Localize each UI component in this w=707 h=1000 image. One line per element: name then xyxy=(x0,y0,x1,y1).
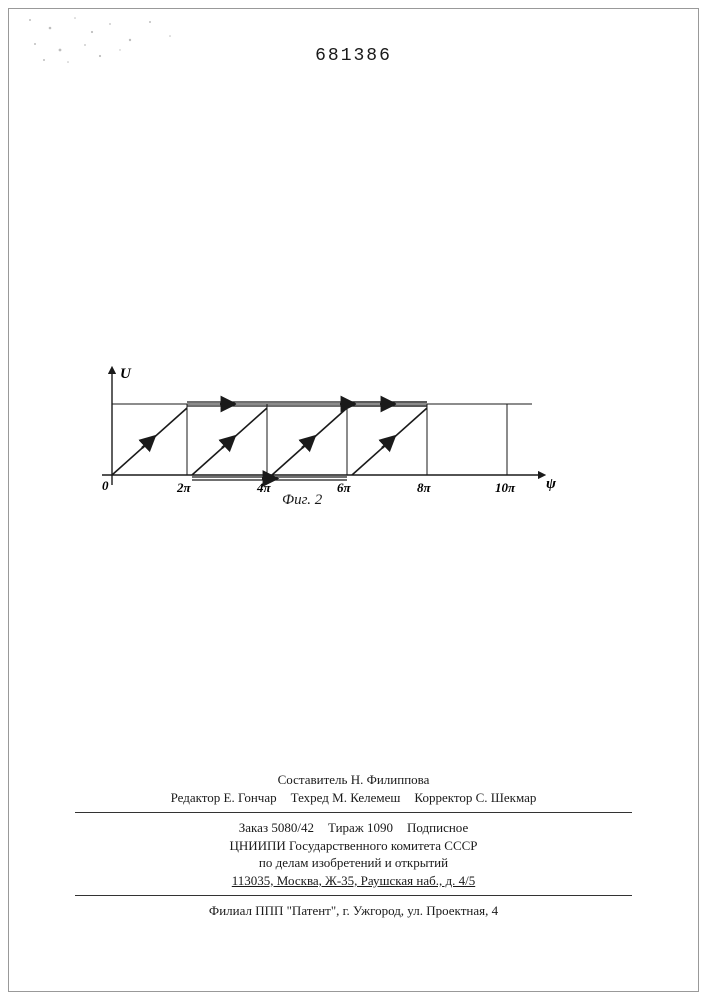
order-row: Заказ 5080/42 Тираж 1090 Подписное xyxy=(75,819,632,837)
imprint-footer: Составитель Н. Филиппова Редактор Е. Гон… xyxy=(75,771,632,920)
compiler-label: Составитель xyxy=(278,772,348,787)
xtick-3: 8π xyxy=(417,480,432,495)
diag-arrows xyxy=(142,437,394,448)
vertical-ticks xyxy=(187,404,507,475)
document-number: 681386 xyxy=(0,46,707,66)
sawtooth xyxy=(112,408,427,475)
order-label: Заказ xyxy=(239,820,268,835)
y-axis-label: U xyxy=(120,366,132,382)
staff-row: Редактор Е. Гончар Техред М. Келемеш Кор… xyxy=(75,789,632,807)
figure-caption: Фиг. 2 xyxy=(282,492,322,509)
address-line: 113035, Москва, Ж-35, Раушская наб., д. … xyxy=(75,872,632,890)
divider-2 xyxy=(75,895,632,896)
signed-label: Подписное xyxy=(407,819,468,837)
xtick-4: 10π xyxy=(495,480,516,495)
corrector-name: С. Шекмар xyxy=(476,790,537,805)
org-line-1: ЦНИИПИ Государственного комитета СССР xyxy=(75,837,632,855)
org-line-2: по делам изобретений и открытий xyxy=(75,854,632,872)
figure-svg: U ψ 0 2π 4π 6π 8π 10π xyxy=(92,360,562,520)
editor-label: Редактор xyxy=(171,790,221,805)
tech-label: Техред xyxy=(291,790,329,805)
x-axis-label: ψ xyxy=(546,476,557,492)
compiler-line: Составитель Н. Филиппова xyxy=(75,771,632,789)
x-ticks: 2π 4π 6π 8π 10π xyxy=(176,480,516,495)
figure-2: U ψ 0 2π 4π 6π 8π 10π Фиг. 2 xyxy=(92,360,562,520)
tirazh-value: 1090 xyxy=(367,820,393,835)
order-value: 5080/42 xyxy=(271,820,314,835)
xtick-0: 2π xyxy=(176,480,192,495)
compiler-name: Н. Филиппова xyxy=(351,772,430,787)
editor-name: Е. Гончар xyxy=(224,790,277,805)
tech-name: М. Келемеш xyxy=(332,790,400,805)
corrector-label: Корректор xyxy=(414,790,472,805)
xtick-1: 4π xyxy=(256,480,272,495)
tirazh-label: Тираж xyxy=(328,820,364,835)
divider-1 xyxy=(75,812,632,813)
branch-line: Филиал ППП "Патент", г. Ужгород, ул. Про… xyxy=(75,902,632,920)
xtick-2: 6π xyxy=(337,480,352,495)
origin-label: 0 xyxy=(102,478,109,493)
